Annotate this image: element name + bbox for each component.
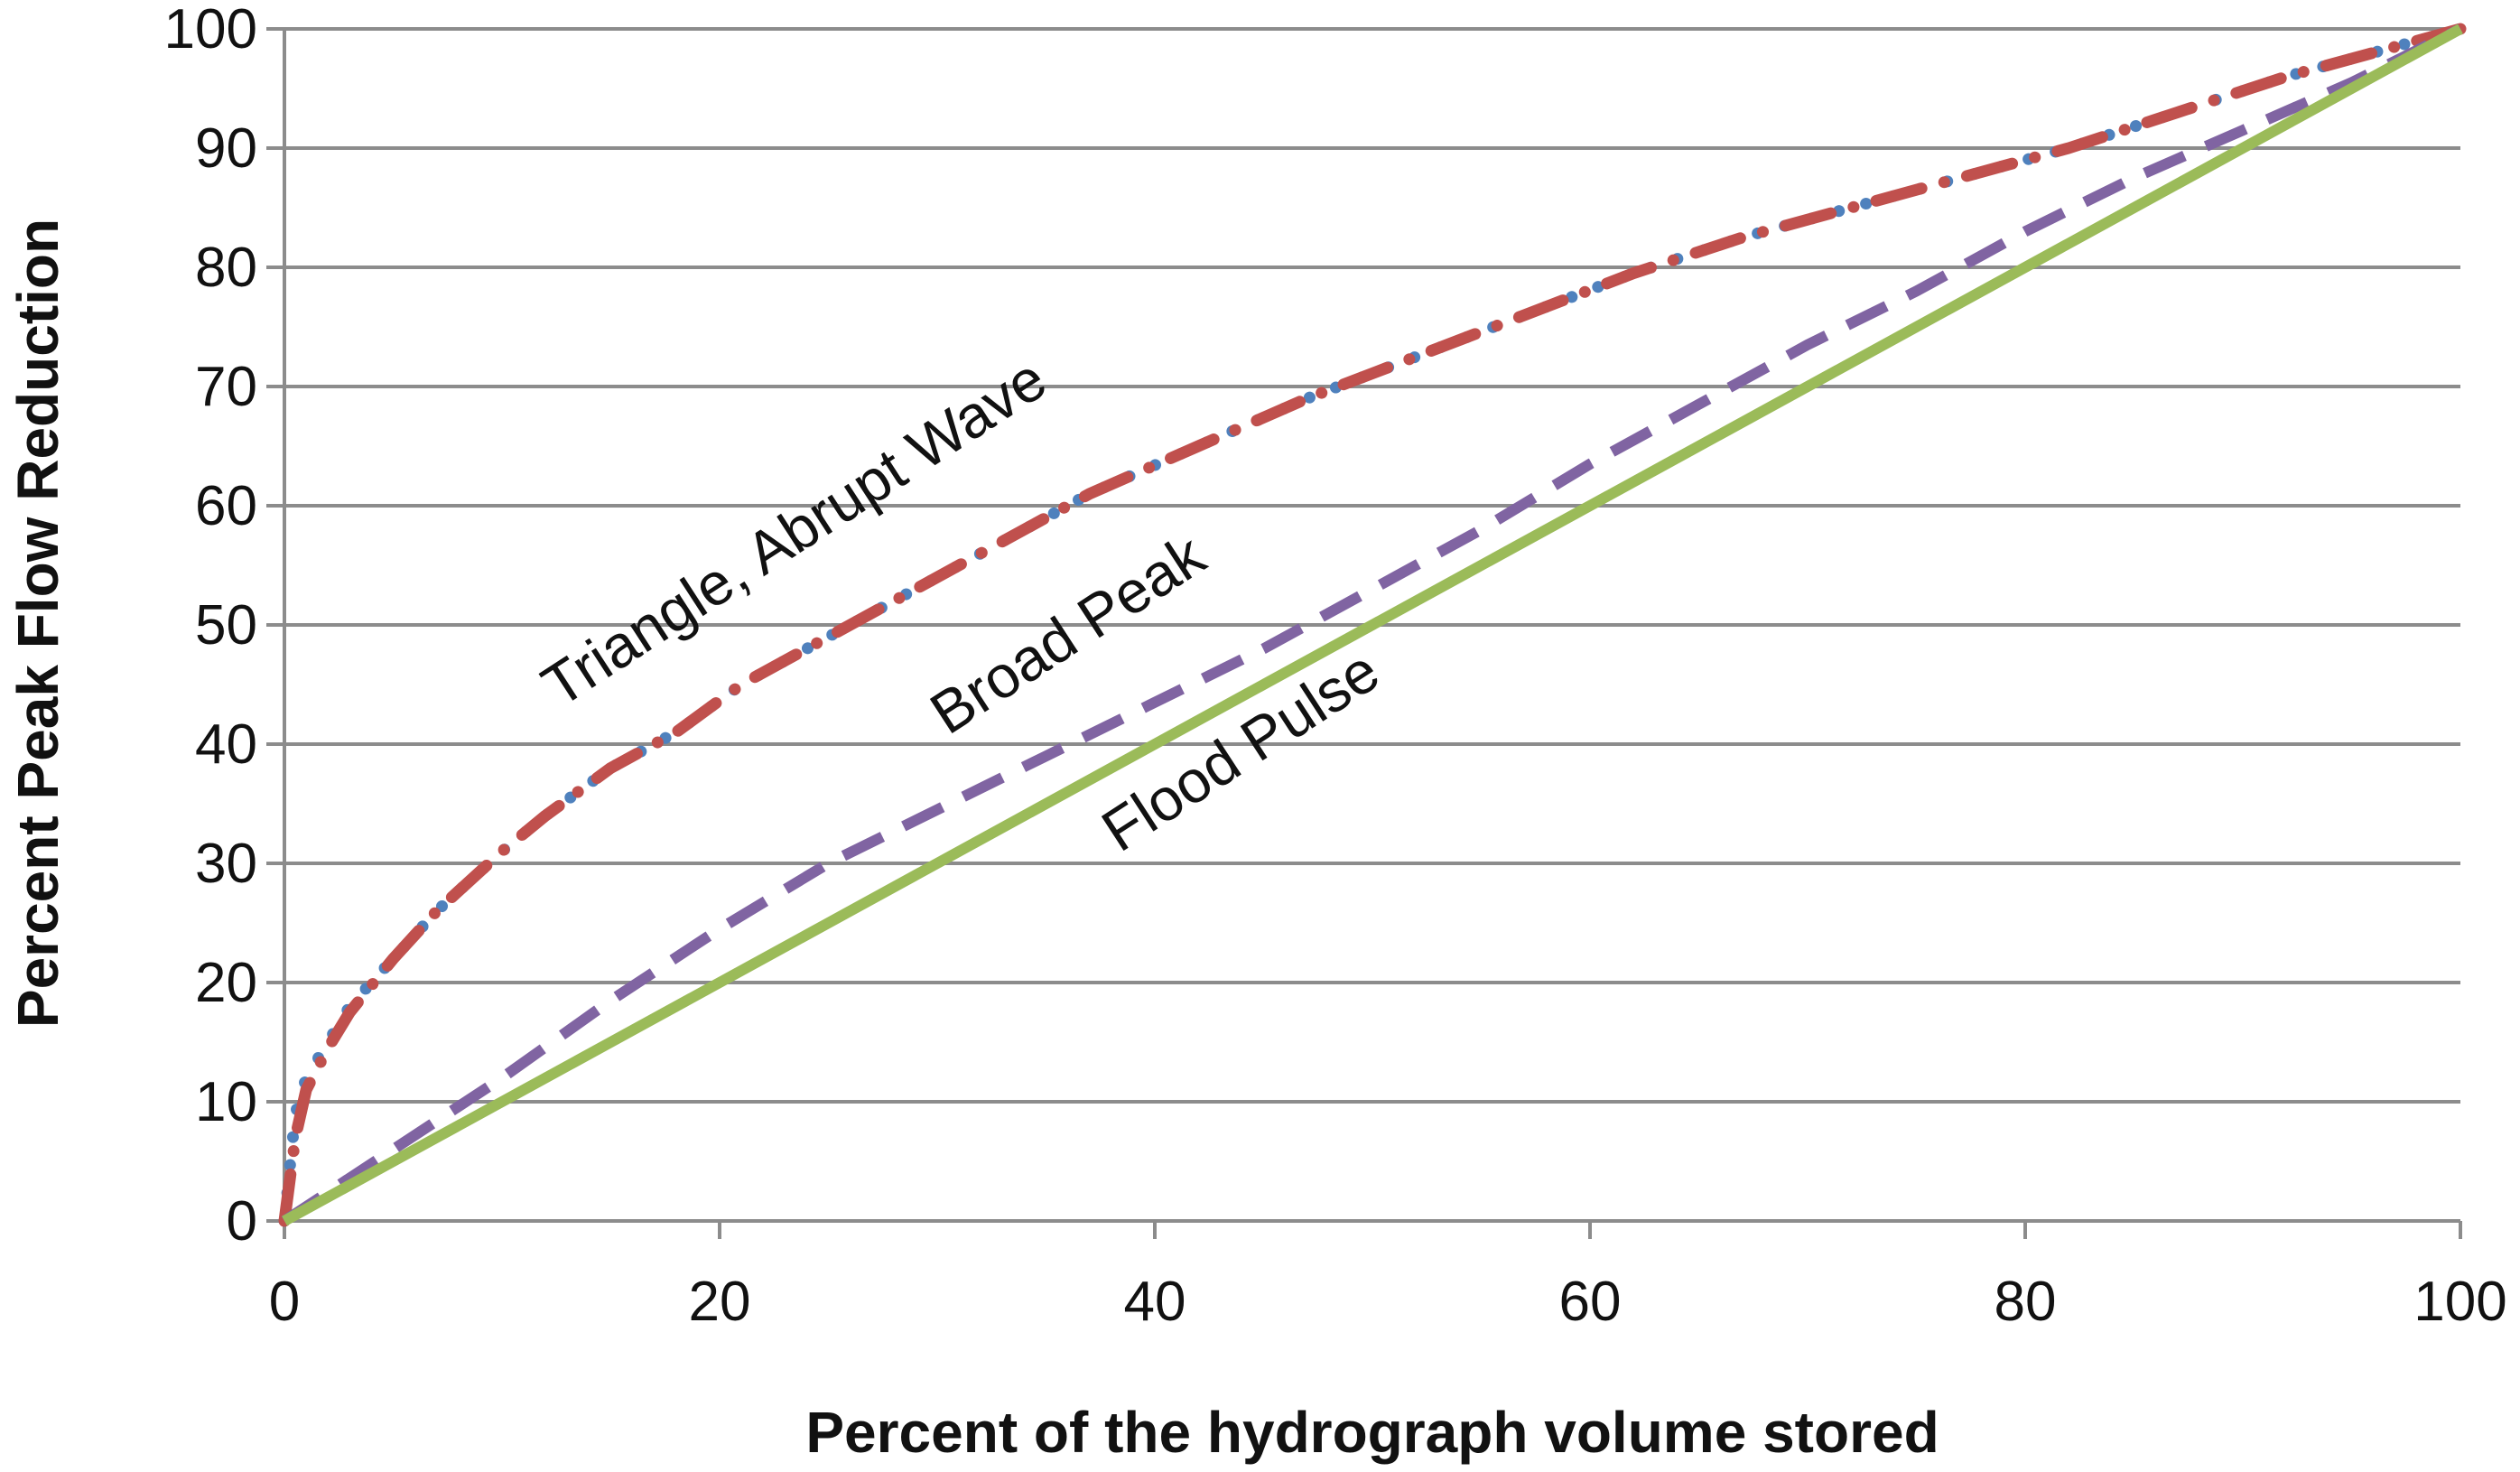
series-line-3-solid [282, 23, 2463, 1226]
y-tick-label: 100 [164, 0, 257, 61]
x-tick-label: 80 [1995, 1271, 2057, 1333]
x-tick-label: 20 [689, 1271, 751, 1333]
y-tick-label: 0 [227, 1190, 257, 1253]
x-axis-title: Percent of the hydrograph volume stored [805, 1400, 1939, 1465]
x-tick-label: 100 [2413, 1271, 2506, 1333]
y-axis-title: Percent Peak Flow Reduction [5, 219, 70, 1028]
y-tick-label: 70 [195, 356, 257, 418]
series-line-2-dashed [281, 23, 2463, 1226]
x-tick-label: 60 [1559, 1271, 1622, 1333]
y-tick-label: 60 [195, 475, 257, 537]
y-tick-label: 90 [195, 117, 257, 180]
annotation-broad-peak: Broad Peak [918, 520, 1216, 746]
y-tick-label: 30 [195, 833, 257, 895]
series-line-1-dash-dot [278, 23, 2467, 1227]
y-tick-label: 80 [195, 237, 257, 299]
gridlines [284, 27, 2460, 1104]
series-lines [278, 23, 2467, 1227]
y-tick-label: 40 [195, 713, 257, 776]
y-tick-label: 20 [195, 952, 257, 1014]
axes [266, 27, 2462, 1239]
y-tick-label: 50 [195, 594, 257, 657]
y-tick-label: 10 [195, 1071, 257, 1133]
x-tick-label: 0 [269, 1271, 300, 1333]
tick-labels: 0 10 20 30 40 50 60 70 80 90 100 0 20 40 60 80 100 [164, 0, 2507, 1333]
x-tick-label: 40 [1124, 1271, 1186, 1333]
